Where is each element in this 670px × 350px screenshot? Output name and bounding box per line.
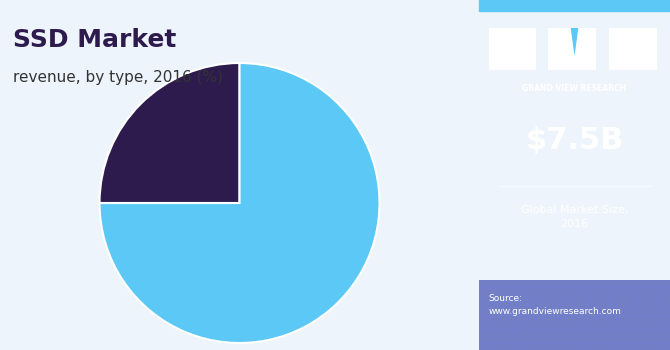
FancyBboxPatch shape — [548, 28, 596, 70]
Text: Global Market Size,
2016: Global Market Size, 2016 — [521, 205, 628, 229]
FancyBboxPatch shape — [609, 28, 657, 70]
Wedge shape — [100, 63, 239, 203]
FancyBboxPatch shape — [488, 28, 536, 70]
Text: revenue, by type, 2016 (%): revenue, by type, 2016 (%) — [13, 70, 223, 85]
Text: GRAND VIEW RESEARCH: GRAND VIEW RESEARCH — [523, 84, 626, 93]
Text: $7.5B: $7.5B — [525, 126, 624, 154]
Text: SSD Market: SSD Market — [13, 28, 177, 52]
Wedge shape — [100, 63, 379, 343]
Polygon shape — [571, 28, 578, 56]
Bar — [479, 280, 670, 350]
Bar — [479, 0, 670, 10]
Text: Source:
www.grandviewresearch.com: Source: www.grandviewresearch.com — [488, 294, 622, 315]
